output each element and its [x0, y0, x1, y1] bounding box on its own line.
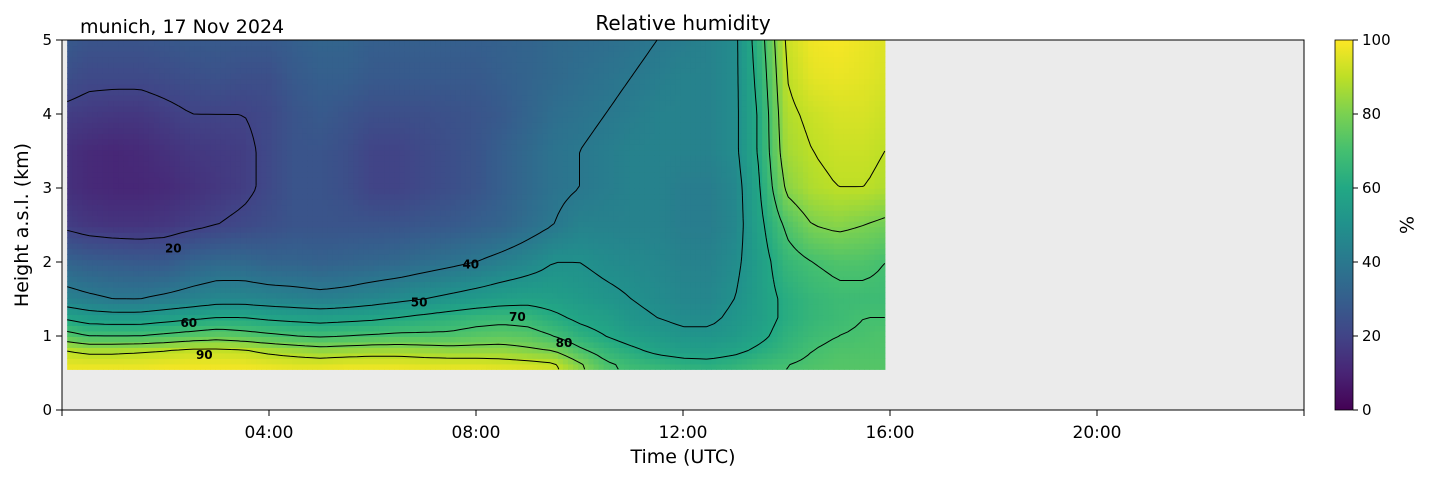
- x-tick-label: 12:00: [659, 423, 708, 443]
- chart-title: Relative humidity: [595, 11, 770, 35]
- x-tick-label: 08:00: [452, 423, 501, 443]
- x-tick-label: 04:00: [245, 423, 294, 443]
- contour-label: 40: [462, 258, 479, 272]
- colorbar-tick-label: 80: [1362, 105, 1381, 123]
- contour-lines: [67, 40, 886, 370]
- colorbar-tick-label: 40: [1362, 253, 1381, 271]
- contour-labels: 20 40 50 60 70 80 90: [165, 241, 572, 362]
- contour-label: 20: [165, 241, 182, 255]
- contour-line-80: [67, 40, 885, 370]
- colorbar-label: %: [1395, 216, 1417, 234]
- y-tick-label: 0: [42, 401, 52, 419]
- contour-label: 80: [556, 336, 573, 350]
- colorbar-tick-label: 100: [1362, 31, 1391, 49]
- contour-label: 60: [180, 316, 197, 330]
- contour-line-90: [67, 40, 886, 370]
- contour-line-20: [67, 88, 257, 240]
- contour-line-50: [67, 40, 744, 328]
- contour-line-60: [67, 40, 779, 360]
- y-tick-label: 2: [42, 253, 52, 271]
- colorbar: [1334, 39, 1354, 411]
- contour-line-40: [67, 40, 658, 300]
- contour-label: 50: [411, 295, 428, 309]
- x-tick-label: 16:00: [866, 423, 915, 443]
- y-tick-label: 5: [42, 31, 52, 49]
- contour-label: 70: [509, 310, 526, 324]
- y-tick-label: 4: [42, 105, 52, 123]
- chart-subtitle: munich, 17 Nov 2024: [80, 16, 284, 38]
- contour-line-70: [67, 40, 886, 370]
- y-tick-label: 1: [42, 327, 52, 345]
- colorbar-tick-label: 20: [1362, 327, 1381, 345]
- contour-label: 90: [196, 348, 213, 362]
- colorbar-tick-label: 0: [1362, 401, 1372, 419]
- x-axis-label: Time (UTC): [629, 446, 735, 468]
- x-tick-label: 20:00: [1073, 423, 1122, 443]
- colorbar-tick-label: 60: [1362, 179, 1381, 197]
- humidity-field: [67, 40, 886, 370]
- y-axis-label: Height a.s.l. (km): [11, 143, 33, 307]
- x-axis: 04:00 08:00 12:00 16:00 20:00: [61, 410, 1305, 443]
- y-axis: 0 1 2 3 4 5: [42, 31, 62, 419]
- colorbar-axis: 0 20 40 60 80 100: [1353, 31, 1391, 419]
- y-tick-label: 3: [42, 179, 52, 197]
